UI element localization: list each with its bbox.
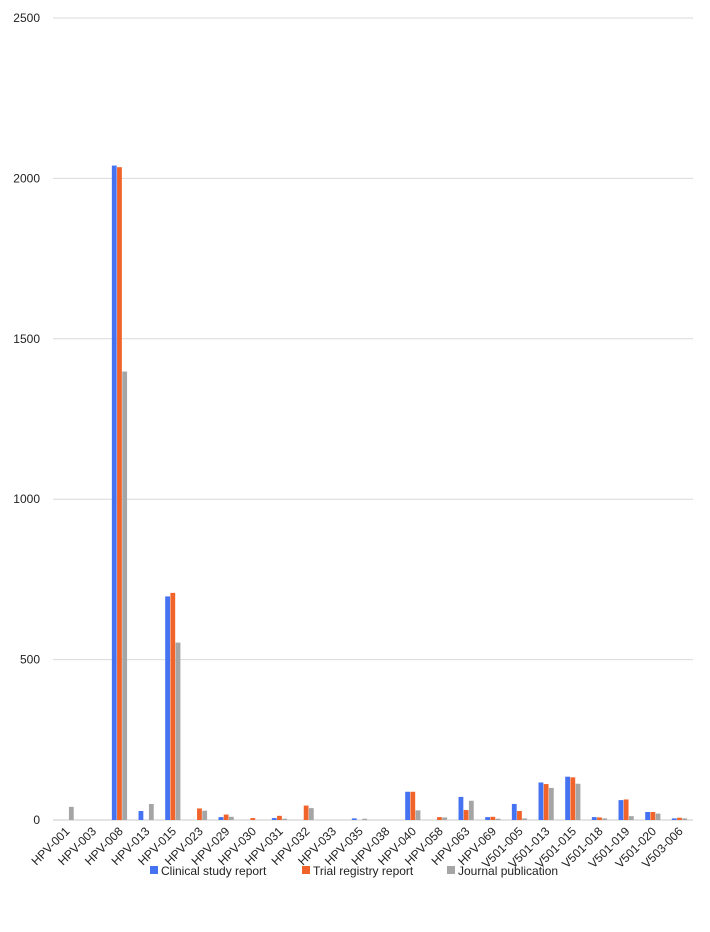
- bar: [677, 817, 682, 820]
- y-axis-ticks: 0 500 1000 1500 2000 2500: [13, 11, 40, 827]
- bar: [618, 800, 624, 820]
- bar: [517, 811, 522, 820]
- bar: [538, 782, 544, 820]
- y-tick-label: 2500: [13, 11, 40, 25]
- bar: [575, 783, 581, 820]
- bar: [68, 806, 74, 820]
- bar: [602, 818, 608, 820]
- bar: [405, 791, 410, 820]
- bar: [655, 813, 661, 820]
- bar: [415, 810, 421, 820]
- bar: [308, 808, 314, 820]
- bar: [442, 817, 448, 820]
- bar: [511, 803, 517, 820]
- bar: [650, 811, 656, 820]
- bar: [170, 592, 176, 820]
- bar: [591, 817, 597, 820]
- bar: [495, 818, 501, 820]
- bar: [111, 165, 117, 820]
- bar: [623, 799, 629, 820]
- legend-swatch: [447, 866, 455, 874]
- bar: [645, 811, 650, 820]
- bar: [303, 805, 309, 820]
- bar: [165, 596, 170, 820]
- gridlines: [53, 17, 693, 821]
- legend-label: Clinical study report: [161, 864, 267, 878]
- bar: [362, 818, 368, 820]
- bar: [682, 818, 688, 820]
- bar: [468, 800, 474, 820]
- bar: [351, 818, 357, 820]
- bar: [597, 817, 602, 820]
- bar: [122, 371, 128, 820]
- bar: [271, 818, 277, 820]
- y-tick-label: 500: [20, 653, 40, 667]
- y-tick-label: 2000: [13, 171, 40, 185]
- bars: [68, 165, 688, 820]
- bar: [148, 803, 154, 820]
- legend-swatch: [150, 866, 158, 874]
- legend-label: Trial registry report: [313, 864, 414, 878]
- y-tick-label: 1500: [13, 332, 40, 346]
- bar: [250, 818, 256, 820]
- bar: [218, 817, 224, 820]
- y-tick-label: 0: [33, 813, 40, 827]
- legend-label: Journal publication: [458, 864, 558, 878]
- bar: [410, 791, 416, 820]
- bar: [522, 818, 528, 820]
- bar: [548, 787, 554, 820]
- bar: [228, 816, 234, 820]
- bar: [565, 776, 570, 820]
- bar: [671, 818, 677, 820]
- bar: [458, 796, 464, 820]
- bar: [197, 808, 202, 820]
- legend: Clinical study report Trial registry repo…: [150, 864, 558, 878]
- bar: [282, 818, 288, 820]
- bar: [463, 810, 469, 820]
- legend-swatch: [302, 866, 310, 874]
- bar: [117, 167, 122, 820]
- bar: [223, 814, 229, 820]
- bar: [570, 777, 576, 820]
- bar: [277, 815, 282, 820]
- bar: [490, 816, 496, 820]
- bar: [543, 784, 549, 820]
- y-tick-label: 1000: [13, 492, 40, 506]
- bar: [628, 816, 634, 820]
- bar: [437, 817, 442, 820]
- bar: [485, 817, 490, 820]
- bar: [202, 810, 208, 820]
- bar: [138, 811, 144, 820]
- bar: [175, 642, 181, 820]
